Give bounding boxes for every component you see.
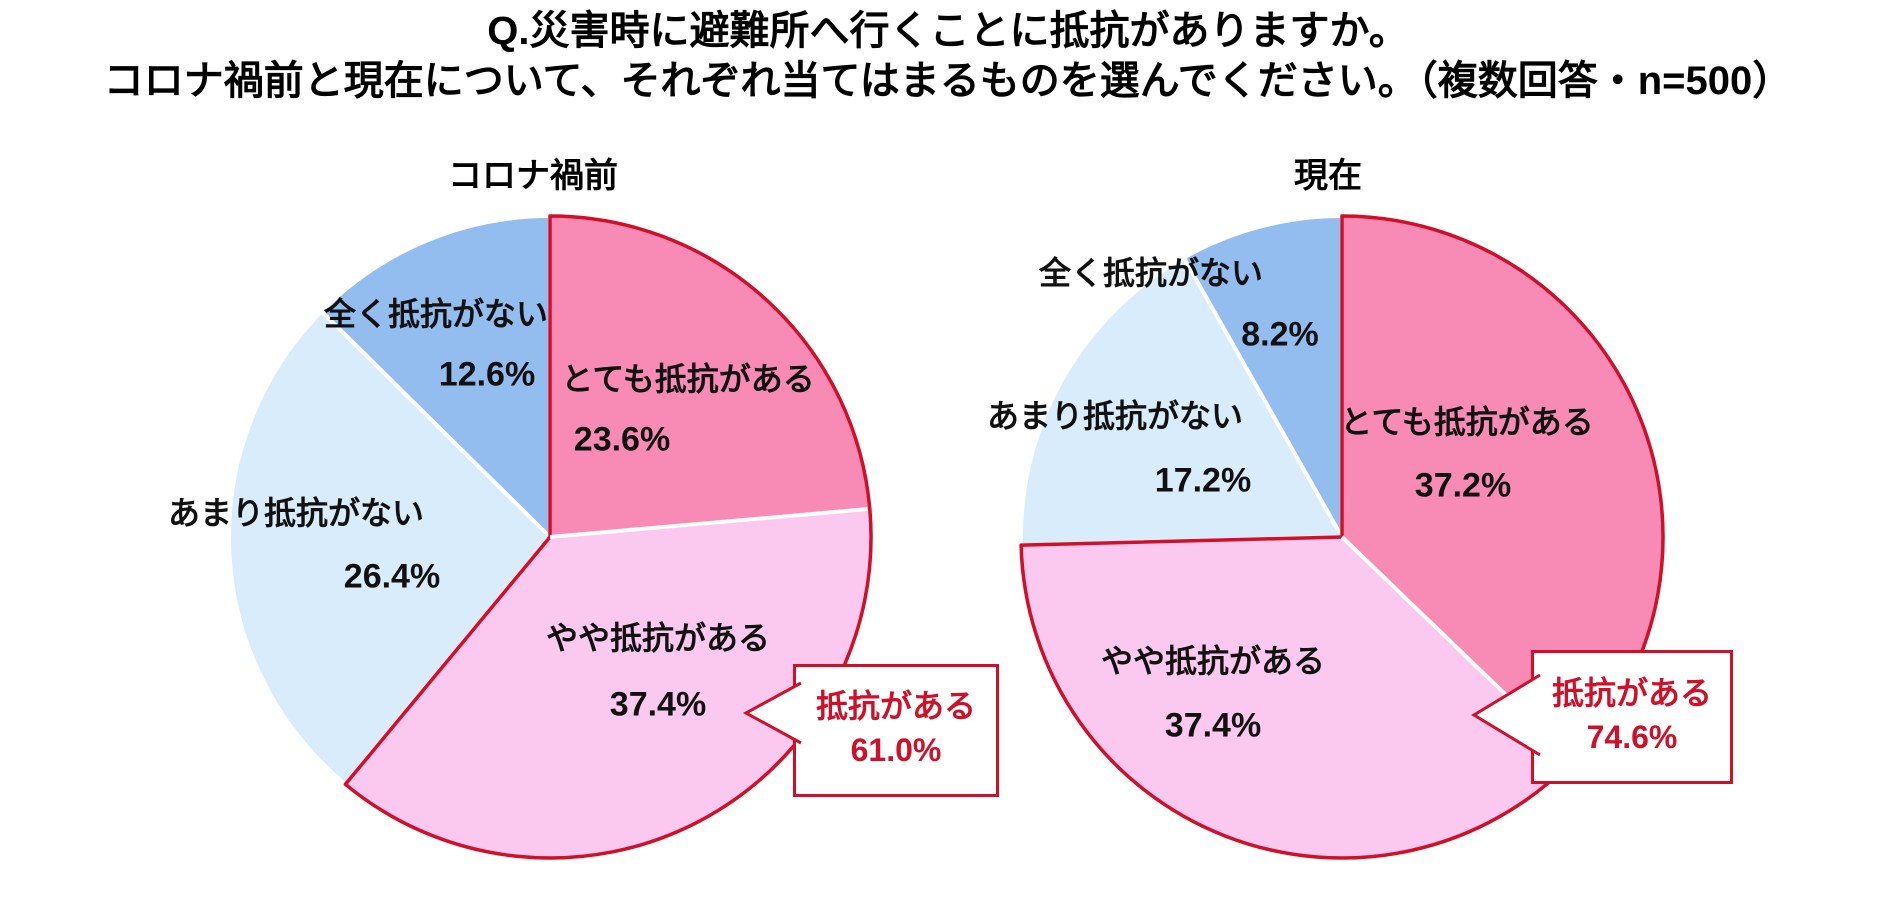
slice-label: 全く抵抗がない	[1038, 255, 1264, 291]
slice-percentage: 8.2%	[1241, 315, 1319, 354]
slice-percentage: 26.4%	[343, 557, 441, 596]
callout-resistance-current: 抵抗がある 74.6%	[1471, 650, 1733, 784]
slice-percentage: 23.6%	[573, 420, 671, 459]
slice-label: 全く抵抗がない	[323, 296, 549, 332]
pie-slice-1	[548, 214, 872, 539]
callout-percentage: 61.0%	[850, 732, 942, 768]
slice-label: とても抵抗がある	[1340, 404, 1594, 440]
slice-label: あまり抵抗がない	[167, 495, 425, 531]
chart-title-before-corona: コロナ禍前	[448, 157, 618, 195]
pie-slice-2	[1019, 535, 1575, 860]
slice-percentage: 37.2%	[1414, 466, 1512, 505]
slice-label: やや抵抗がある	[545, 620, 771, 656]
pie-slice-4	[1181, 214, 1344, 539]
callout-label: 抵抗がある	[1551, 675, 1712, 711]
slice-separator-line	[549, 507, 868, 539]
slice-percentage: 37.4%	[609, 685, 707, 724]
slice-percentage: 17.2%	[1154, 461, 1252, 500]
slice-label: とても抵抗がある	[561, 361, 815, 397]
callout-tail-icon	[742, 681, 802, 745]
slice-label: あまり抵抗がない	[986, 398, 1244, 434]
pie-slice-4	[319, 214, 552, 539]
chart-title-current: 現在	[1294, 157, 1362, 195]
question-title-line1: Q.災害時に避難所へ行くことに抵抗がありますか。	[487, 9, 1409, 53]
slice-percentage: 37.4%	[1164, 706, 1262, 745]
pie-slice-3	[1019, 255, 1344, 548]
callout-resistance-before: 抵抗がある 61.0%	[742, 664, 999, 797]
pie-chart-before-corona	[227, 214, 873, 860]
pie-slice-3	[227, 309, 552, 787]
callout-label: 抵抗がある	[815, 688, 976, 724]
pie-slice-2	[343, 507, 873, 860]
slice-percentage: 12.6%	[438, 355, 536, 394]
question-title: Q.災害時に避難所へ行くことに抵抗がありますか。 コロナ禍前と現在について、それ…	[0, 6, 1896, 106]
callout-tail-icon	[1471, 673, 1541, 757]
slice-label: やや抵抗がある	[1100, 643, 1326, 679]
question-title-line2: コロナ禍前と現在について、それぞれ当てはまるものを選んでください。（複数回答・n…	[103, 59, 1793, 103]
callout-percentage: 74.6%	[1586, 719, 1678, 755]
pie-chart-current	[1019, 214, 1665, 860]
